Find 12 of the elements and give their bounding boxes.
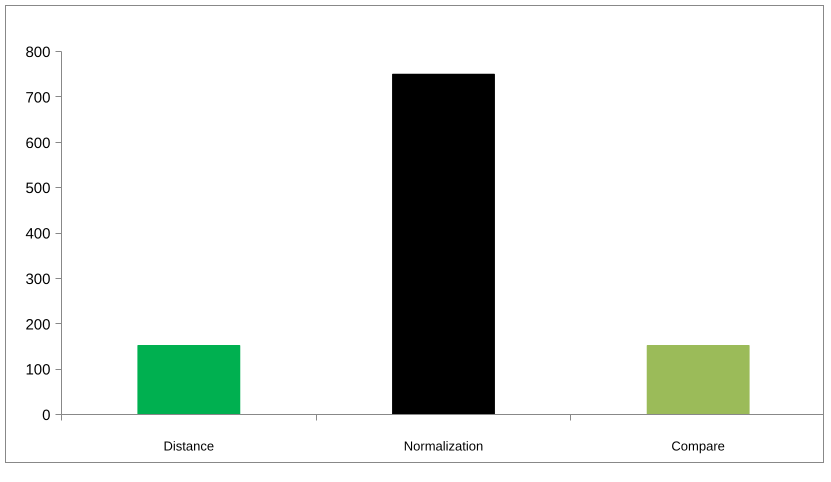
x-tick-label: Normalization [404, 438, 484, 454]
x-tick-label: Distance [164, 438, 214, 454]
y-tick-label: 800 [25, 44, 51, 61]
y-tick-label: 0 [42, 407, 50, 424]
y-tick-label: 600 [25, 134, 51, 152]
y-tick-label: 400 [25, 226, 51, 242]
y-tick-label: 100 [25, 362, 51, 379]
x-tick-label: Compare [671, 438, 725, 454]
y-tick-label: 700 [25, 89, 51, 106]
y-tick-label: 200 [25, 316, 51, 334]
y-tick-label: 300 [25, 270, 51, 288]
y-tick-label: 500 [25, 180, 51, 198]
